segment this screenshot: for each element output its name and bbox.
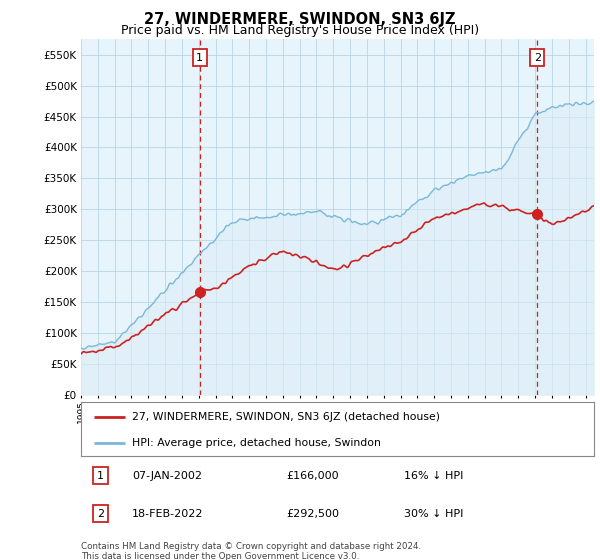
Text: 2: 2 (534, 53, 541, 63)
Text: 16% ↓ HPI: 16% ↓ HPI (404, 471, 464, 481)
Text: £166,000: £166,000 (286, 471, 339, 481)
Text: 18-FEB-2022: 18-FEB-2022 (133, 508, 204, 519)
Text: £292,500: £292,500 (286, 508, 339, 519)
Text: 2: 2 (97, 508, 104, 519)
Text: 1: 1 (196, 53, 203, 63)
Text: Contains HM Land Registry data © Crown copyright and database right 2024.
This d: Contains HM Land Registry data © Crown c… (81, 542, 421, 560)
Text: 1: 1 (97, 471, 104, 481)
Text: Price paid vs. HM Land Registry's House Price Index (HPI): Price paid vs. HM Land Registry's House … (121, 24, 479, 36)
Text: HPI: Average price, detached house, Swindon: HPI: Average price, detached house, Swin… (133, 438, 381, 447)
Text: 27, WINDERMERE, SWINDON, SN3 6JZ (detached house): 27, WINDERMERE, SWINDON, SN3 6JZ (detach… (133, 412, 440, 422)
Text: 30% ↓ HPI: 30% ↓ HPI (404, 508, 464, 519)
Text: 27, WINDERMERE, SWINDON, SN3 6JZ: 27, WINDERMERE, SWINDON, SN3 6JZ (144, 12, 456, 27)
Text: 07-JAN-2002: 07-JAN-2002 (133, 471, 202, 481)
